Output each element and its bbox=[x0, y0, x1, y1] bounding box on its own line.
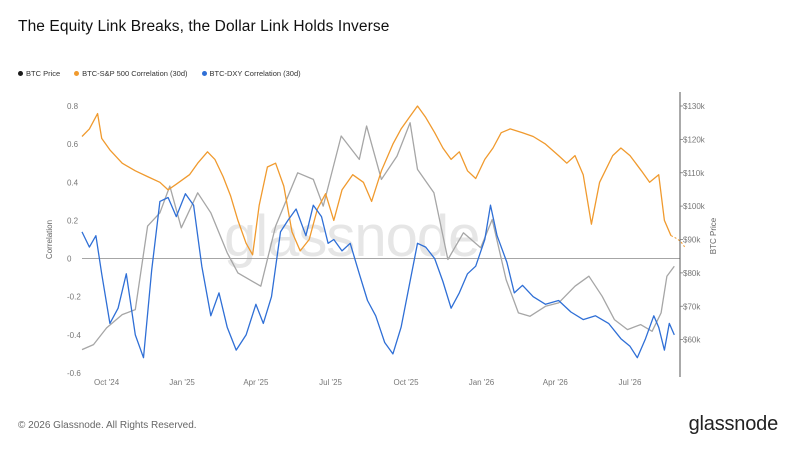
legend-item-btc-dxy[interactable]: BTC-DXY Correlation (30d) bbox=[201, 69, 301, 78]
footer-brand-logo[interactable]: glassnode bbox=[688, 413, 779, 435]
y2-tick-label: $80k bbox=[683, 269, 701, 278]
y-tick-label: 0.8 bbox=[67, 102, 79, 111]
footer-copyright: © 2026 Glassnode. All Rights Reserved. bbox=[18, 420, 197, 431]
series-btc-price-line bbox=[81, 122, 675, 351]
series-btc-dxy-line bbox=[81, 193, 675, 359]
y-tick-label: 0 bbox=[67, 255, 72, 264]
chart-title: The Equity Link Breaks, the Dollar Link … bbox=[18, 18, 390, 35]
x-tick-label: Jan '26 bbox=[469, 378, 495, 387]
y2-tick-label: $60k bbox=[683, 336, 701, 345]
spx-tail-dotted bbox=[670, 235, 686, 248]
y-tick-label: -0.2 bbox=[67, 293, 81, 302]
y2-tick-label: $110k bbox=[683, 169, 705, 178]
chart-axes: -0.6 -0.4 -0.2 0 0.2 0.4 0.6 0.8 $60k $70k $80k $90… bbox=[45, 92, 718, 387]
legend-label-btc-spx: BTC-S&P 500 Correlation (30d) bbox=[82, 69, 188, 78]
y-tick-label: 0.2 bbox=[67, 216, 79, 225]
legend-item-btc-spx[interactable]: BTC-S&P 500 Correlation (30d) bbox=[74, 69, 188, 78]
x-tick-label: Apr '25 bbox=[243, 378, 269, 387]
x-tick-label: Jul '25 bbox=[319, 378, 342, 387]
legend-label-btc-price: BTC Price bbox=[26, 69, 61, 78]
y-tick-label: 0.4 bbox=[67, 178, 79, 187]
x-tick-label: Apr '26 bbox=[543, 378, 569, 387]
y-axis-title: Correlation bbox=[45, 220, 54, 259]
legend-label-btc-dxy: BTC-DXY Correlation (30d) bbox=[209, 69, 301, 78]
y2-tick-label: $120k bbox=[683, 135, 706, 144]
y-tick-label: -0.4 bbox=[67, 331, 81, 340]
y2-tick-label: $130k bbox=[683, 102, 706, 111]
y2-axis-title: BTC Price bbox=[709, 217, 718, 254]
series-btc-spx-line bbox=[81, 105, 672, 256]
x-tick-label: Oct '25 bbox=[393, 378, 419, 387]
legend-item-btc-price[interactable]: BTC Price bbox=[18, 69, 60, 78]
y2-tick-label: $90k bbox=[683, 236, 701, 245]
chart-series-layer bbox=[81, 105, 686, 359]
legend: BTC Price BTC-S&P 500 Correlation (30d) … bbox=[18, 69, 301, 78]
legend-dot-btc-dxy bbox=[201, 71, 207, 76]
legend-dot-btc-price bbox=[18, 71, 23, 76]
x-tick-label: Jan '25 bbox=[169, 378, 195, 387]
x-tick-label: Oct '24 bbox=[94, 378, 120, 387]
watermark: glassnode bbox=[224, 204, 479, 269]
legend-dot-btc-spx bbox=[74, 71, 80, 76]
y2-tick-label: $100k bbox=[683, 202, 706, 211]
y2-tick-label: $70k bbox=[683, 302, 701, 311]
y-tick-label: -0.6 bbox=[67, 369, 81, 378]
x-tick-label: Jul '26 bbox=[619, 378, 642, 387]
y-tick-label: 0.6 bbox=[67, 140, 79, 149]
